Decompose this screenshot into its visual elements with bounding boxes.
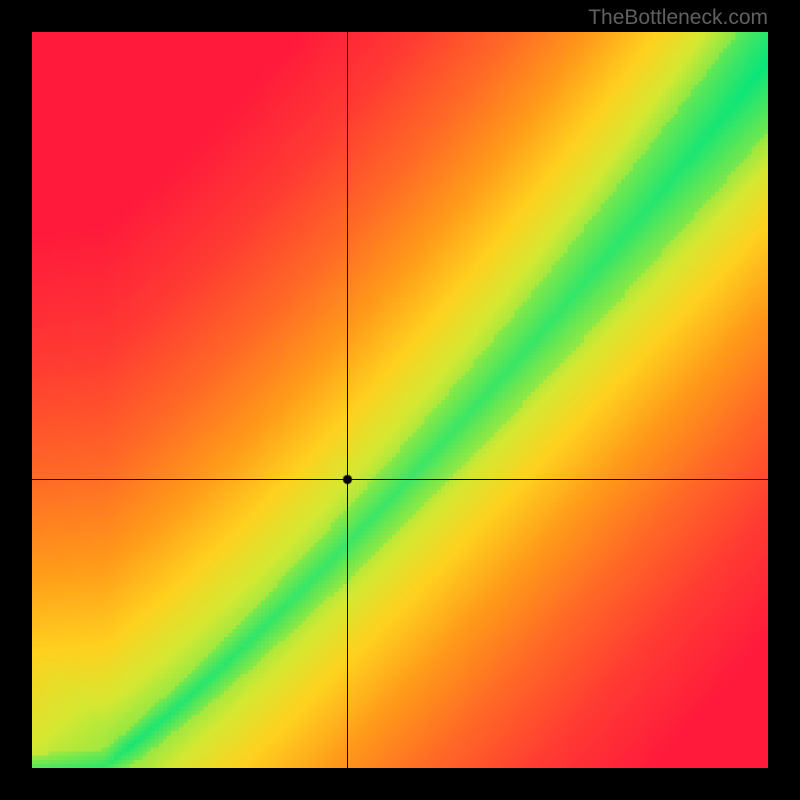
selection-marker xyxy=(342,474,353,485)
watermark-text: TheBottleneck.com xyxy=(588,6,768,30)
crosshair-vertical xyxy=(347,32,348,768)
crosshair-horizontal xyxy=(32,479,768,480)
chart-container: TheBottleneck.com xyxy=(0,0,800,800)
bottleneck-heatmap xyxy=(32,32,768,768)
